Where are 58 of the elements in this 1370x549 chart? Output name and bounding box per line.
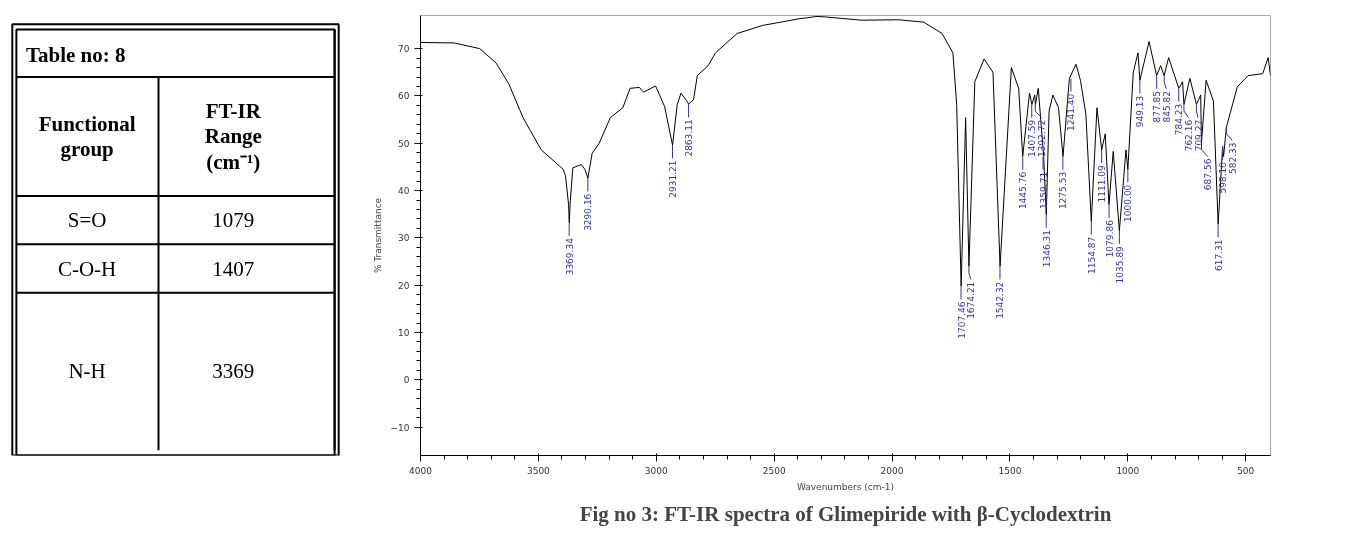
x-tick-label: 4000: [409, 465, 433, 476]
y-tick-label: −10: [390, 422, 410, 433]
annotation: 1154.87: [1086, 236, 1097, 274]
x-axis-title: Wavenumbers (cm-1): [796, 481, 895, 492]
annotation: 1275.53: [1058, 171, 1069, 210]
annotation: 1111.09: [1097, 164, 1108, 203]
annotation: 687.56: [1203, 158, 1214, 191]
annotation: 1707.46: [956, 301, 967, 339]
y-tick-label: 70: [398, 44, 410, 55]
annotation: 949.13: [1135, 95, 1146, 128]
x-tick-label: 3500: [526, 465, 551, 476]
annotation: 1000.00: [1123, 184, 1134, 222]
annotation: 2863.11: [684, 119, 695, 157]
y-tick-label: 0: [403, 375, 410, 386]
annotation: 1445.76: [1018, 171, 1029, 210]
y-tick-label: 20: [398, 280, 410, 291]
annotation: 1035.89: [1114, 245, 1125, 284]
annotation: 3369.34: [564, 237, 575, 276]
y-tick-label: 30: [398, 233, 410, 244]
annotation: 1346.31: [1041, 230, 1052, 268]
text: 1407: [212, 256, 255, 281]
y-tick-label: 50: [398, 138, 410, 149]
text: C-O-H: [57, 256, 117, 281]
annotation: 784.23: [1174, 103, 1185, 136]
text: N-H: [68, 359, 106, 384]
x-tick-label: 2500: [762, 465, 786, 476]
annotation: 1407.59: [1027, 119, 1038, 158]
x-tick-label: 2000: [880, 465, 904, 476]
annotation: 762.16: [1183, 119, 1194, 152]
y-axis-title: % Transmittance: [372, 197, 383, 274]
x-tick-label: 1000: [1116, 465, 1140, 476]
y-tick-label: 60: [398, 91, 410, 102]
x-tick-label: 1500: [998, 465, 1022, 476]
annotation: 877.85: [1152, 90, 1163, 123]
annotation: 617.31: [1213, 239, 1224, 272]
text: Functional group: [38, 111, 136, 162]
x-tick-label: 3000: [644, 465, 669, 476]
annotation: 598.10: [1218, 161, 1229, 194]
annotation: 1241.40: [1066, 93, 1077, 132]
annotation: 845.82: [1161, 90, 1172, 123]
text: Table no: 8: [25, 43, 126, 68]
x-tick-label: 500: [1237, 465, 1255, 476]
text: 3369: [212, 359, 255, 384]
annotation: 1079.86: [1104, 219, 1115, 258]
y-tick-label: 10: [398, 327, 410, 338]
annotation: 1359.71: [1038, 171, 1049, 210]
text: 1079: [212, 208, 255, 233]
text: FT-IR Range (cm⁻¹): [204, 99, 262, 174]
annotation: 3290.16: [583, 193, 594, 231]
annotation: 1392.72: [1036, 119, 1047, 158]
annotation: 2931.21: [668, 160, 678, 198]
text: Fig no 3: FT-IR spectra of Glimepiride with β-Cyclodextrin: [579, 501, 1112, 526]
annotation: 1542.32: [995, 281, 1006, 319]
text: S=O: [67, 208, 107, 233]
annotation: 582.33: [1227, 142, 1238, 175]
annotation: 1674.21: [966, 281, 977, 319]
y-tick-label: 40: [398, 186, 410, 197]
annotation: 709.27: [1193, 119, 1204, 152]
